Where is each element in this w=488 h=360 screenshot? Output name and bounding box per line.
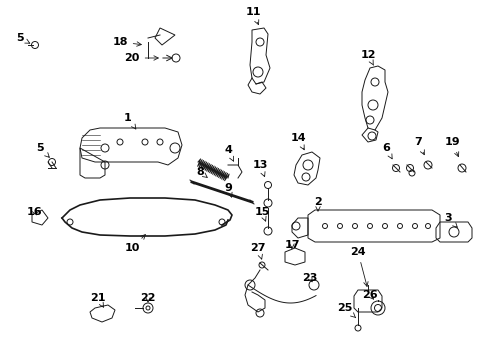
Text: 6: 6 <box>381 143 391 159</box>
Text: 20: 20 <box>124 53 158 63</box>
Text: 3: 3 <box>443 213 456 228</box>
Text: 4: 4 <box>224 145 233 161</box>
Text: 23: 23 <box>302 273 317 283</box>
Text: 8: 8 <box>196 167 207 177</box>
Text: 12: 12 <box>360 50 375 65</box>
Text: 7: 7 <box>413 137 424 155</box>
Text: 14: 14 <box>289 133 305 150</box>
Text: 21: 21 <box>90 293 105 307</box>
Text: 17: 17 <box>284 240 299 250</box>
Text: 5: 5 <box>16 33 30 43</box>
Text: 11: 11 <box>245 7 260 24</box>
Text: 15: 15 <box>254 207 269 221</box>
Text: 1: 1 <box>124 113 136 129</box>
Text: 27: 27 <box>250 243 265 259</box>
Text: 10: 10 <box>124 235 145 253</box>
Text: 19: 19 <box>443 137 459 157</box>
Text: 25: 25 <box>337 303 355 318</box>
Text: 13: 13 <box>252 160 267 176</box>
Text: 5: 5 <box>36 143 49 157</box>
Text: 2: 2 <box>313 197 321 211</box>
Text: 9: 9 <box>224 183 232 197</box>
Text: 16: 16 <box>27 207 43 217</box>
Text: 24: 24 <box>349 247 367 287</box>
Text: 18: 18 <box>112 37 141 47</box>
Text: 22: 22 <box>140 293 156 303</box>
Text: 26: 26 <box>362 290 377 300</box>
